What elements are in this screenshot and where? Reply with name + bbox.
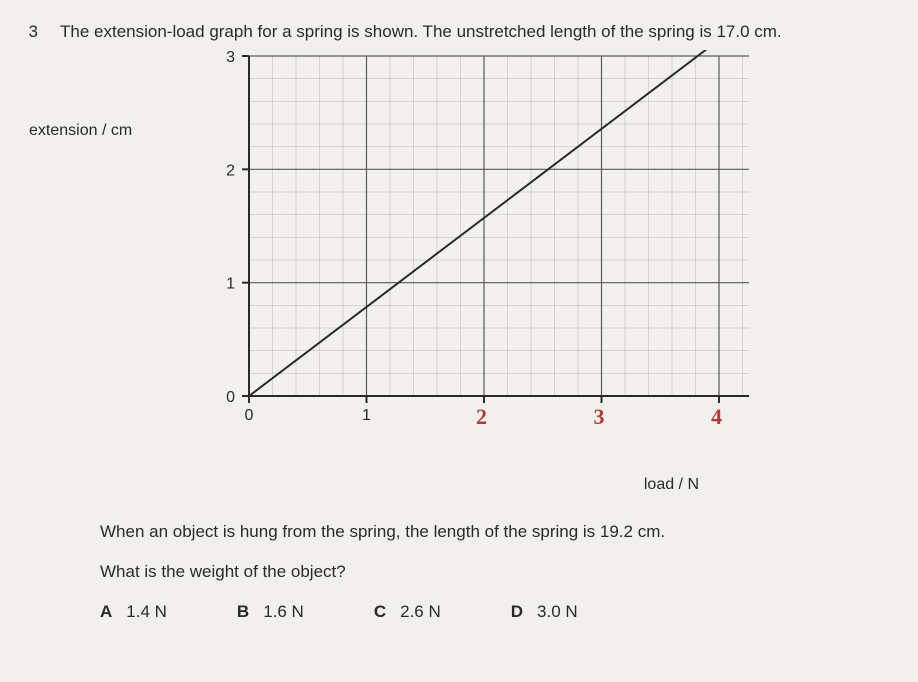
followup-text-1: When an object is hung from the spring, …	[100, 522, 878, 542]
svg-text:1: 1	[226, 276, 235, 293]
choice-a[interactable]: A 1.4 N	[100, 602, 167, 622]
answer-choices: A 1.4 N B 1.6 N C 2.6 N D 3.0 N	[100, 602, 878, 622]
question-text: The extension-load graph for a spring is…	[60, 22, 782, 42]
graph-svg: 0 1 2 3 0 1	[139, 50, 759, 450]
hand-annotation-2: 2	[476, 404, 487, 430]
choice-text: 3.0 N	[537, 602, 578, 622]
svg-text:2: 2	[226, 162, 235, 179]
svg-text:3: 3	[226, 50, 235, 66]
hand-annotation-3: 3	[594, 404, 605, 430]
question-number: 3	[20, 22, 38, 42]
svg-text:0: 0	[245, 407, 254, 424]
choice-text: 1.6 N	[263, 602, 304, 622]
choice-c[interactable]: C 2.6 N	[374, 602, 441, 622]
choice-letter: A	[100, 602, 112, 622]
x-axis-label: load / N	[644, 476, 699, 494]
choice-b[interactable]: B 1.6 N	[237, 602, 304, 622]
choice-text: 1.4 N	[126, 602, 167, 622]
followup-text-2: What is the weight of the object?	[100, 562, 878, 582]
choice-d[interactable]: D 3.0 N	[511, 602, 578, 622]
svg-text:0: 0	[226, 389, 235, 406]
y-axis-label: extension / cm	[29, 122, 132, 140]
choice-letter: B	[237, 602, 249, 622]
svg-text:1: 1	[362, 407, 371, 424]
choice-letter: D	[511, 602, 523, 622]
hand-annotation-4: 4	[711, 404, 722, 430]
choice-letter: C	[374, 602, 386, 622]
extension-load-graph: extension / cm load / N 012301 2 3 4	[139, 50, 759, 450]
choice-text: 2.6 N	[400, 602, 441, 622]
